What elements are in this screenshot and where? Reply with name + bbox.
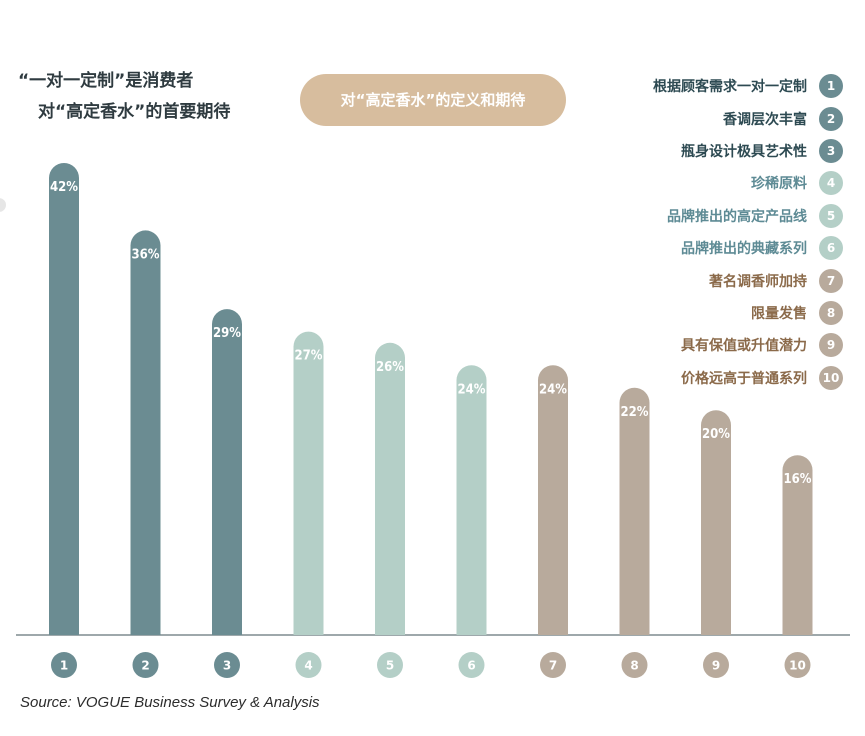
x-tick-label-2: 2 — [141, 659, 149, 673]
x-badge-circle-3 — [214, 652, 240, 678]
bar-6 — [456, 365, 487, 635]
bar-value-label-5: 26% — [376, 360, 404, 375]
legend-item-7: 著名调香师加持 7 — [653, 264, 843, 296]
chart-title: “一对一定制”是消费者 对“高定香水”的首要期待 — [14, 66, 304, 128]
x-badge-circle-9 — [703, 652, 729, 678]
bar-value-label-7: 24% — [539, 382, 567, 397]
legend-label: 著名调香师加持 — [709, 273, 807, 290]
x-badge-circle-1 — [51, 652, 77, 678]
legend-label: 香调层次丰富 — [723, 111, 807, 128]
x-tick-label-5: 5 — [386, 659, 394, 673]
legend-label: 品牌推出的典藏系列 — [681, 241, 807, 258]
legend-item-2: 香调层次丰富 2 — [653, 102, 843, 134]
x-tick-label-7: 7 — [549, 659, 557, 673]
bar-4 — [293, 331, 324, 635]
bar-value-label-8: 22% — [621, 405, 649, 420]
x-tick-label-1: 1 — [60, 659, 68, 673]
page-edge-dot — [0, 198, 6, 212]
x-tick-label-3: 3 — [223, 659, 231, 673]
x-tick-label-6: 6 — [467, 659, 475, 673]
bar-1 — [49, 163, 79, 635]
legend-item-4: 珍稀原料 4 — [653, 167, 843, 199]
x-tick-label-4: 4 — [304, 659, 312, 673]
legend-number-badge: 8 — [819, 300, 843, 325]
x-tick-label-8: 8 — [630, 659, 638, 673]
x-badge-circle-8 — [621, 652, 648, 678]
bar-value-label-4: 27% — [295, 349, 323, 364]
source-note: Source: VOGUE Business Survey & Analysis — [20, 694, 320, 711]
legend-number-badge: 5 — [819, 203, 843, 228]
legend-item-9: 具有保值或升值潜力 9 — [653, 329, 843, 361]
bar-value-label-2: 36% — [132, 247, 160, 262]
x-badge-circle-4 — [295, 652, 322, 678]
legend-label: 品牌推出的高定产品线 — [667, 208, 807, 225]
legend-number-badge: 6 — [819, 236, 843, 261]
legend-label: 价格远高于普通系列 — [681, 370, 807, 387]
legend-number-badge: 3 — [819, 138, 843, 163]
legend: 根据顾客需求一对一定制 1 香调层次丰富 2 瓶身设计极具艺术性 3 珍稀原料 4 品牌推出的高… — [653, 70, 843, 394]
x-badge-circle-2 — [132, 652, 159, 678]
bar-value-label-10: 16% — [784, 472, 812, 487]
x-badge-circle-6 — [458, 652, 485, 678]
bar-5 — [375, 342, 405, 635]
title-line-1: “一对一定制”是消费者 — [18, 71, 194, 91]
category-pill: 对“高定香水”的定义和期待 — [300, 74, 566, 126]
bar-8 — [619, 387, 650, 635]
legend-number-badge: 1 — [819, 74, 843, 99]
legend-number-badge: 7 — [819, 268, 843, 293]
bar-value-label-9: 20% — [702, 427, 730, 442]
bar-9 — [701, 410, 731, 635]
bar-value-label-3: 29% — [213, 326, 241, 341]
bar-7 — [538, 365, 568, 635]
title-line-2: 对“高定香水”的首要期待 — [38, 102, 231, 122]
x-tick-label-9: 9 — [712, 659, 720, 673]
bar-10 — [782, 455, 813, 635]
x-badge-circle-5 — [377, 652, 403, 678]
legend-label: 瓶身设计极具艺术性 — [681, 143, 807, 160]
legend-number-badge: 4 — [819, 171, 843, 196]
legend-label: 限量发售 — [751, 305, 807, 322]
legend-label: 具有保值或升值潜力 — [681, 338, 807, 355]
legend-item-10: 价格远高于普通系列 10 — [653, 362, 843, 394]
legend-item-3: 瓶身设计极具艺术性 3 — [653, 135, 843, 167]
bar-value-label-1: 42% — [50, 180, 78, 195]
legend-number-badge: 9 — [819, 333, 843, 358]
legend-item-8: 限量发售 8 — [653, 297, 843, 329]
x-badge-circle-10 — [784, 652, 811, 678]
legend-item-6: 品牌推出的典藏系列 6 — [653, 232, 843, 264]
x-tick-label-10: 10 — [789, 659, 806, 673]
bar-2 — [130, 230, 161, 635]
legend-number-badge: 10 — [819, 365, 843, 390]
legend-item-5: 品牌推出的高定产品线 5 — [653, 200, 843, 232]
bar-value-label-6: 24% — [458, 382, 486, 397]
x-badge-circle-7 — [540, 652, 566, 678]
bar-3 — [212, 309, 242, 635]
legend-label: 珍稀原料 — [751, 176, 807, 193]
legend-number-badge: 2 — [819, 106, 843, 131]
legend-item-1: 根据顾客需求一对一定制 1 — [653, 70, 843, 102]
legend-label: 根据顾客需求一对一定制 — [653, 79, 807, 96]
